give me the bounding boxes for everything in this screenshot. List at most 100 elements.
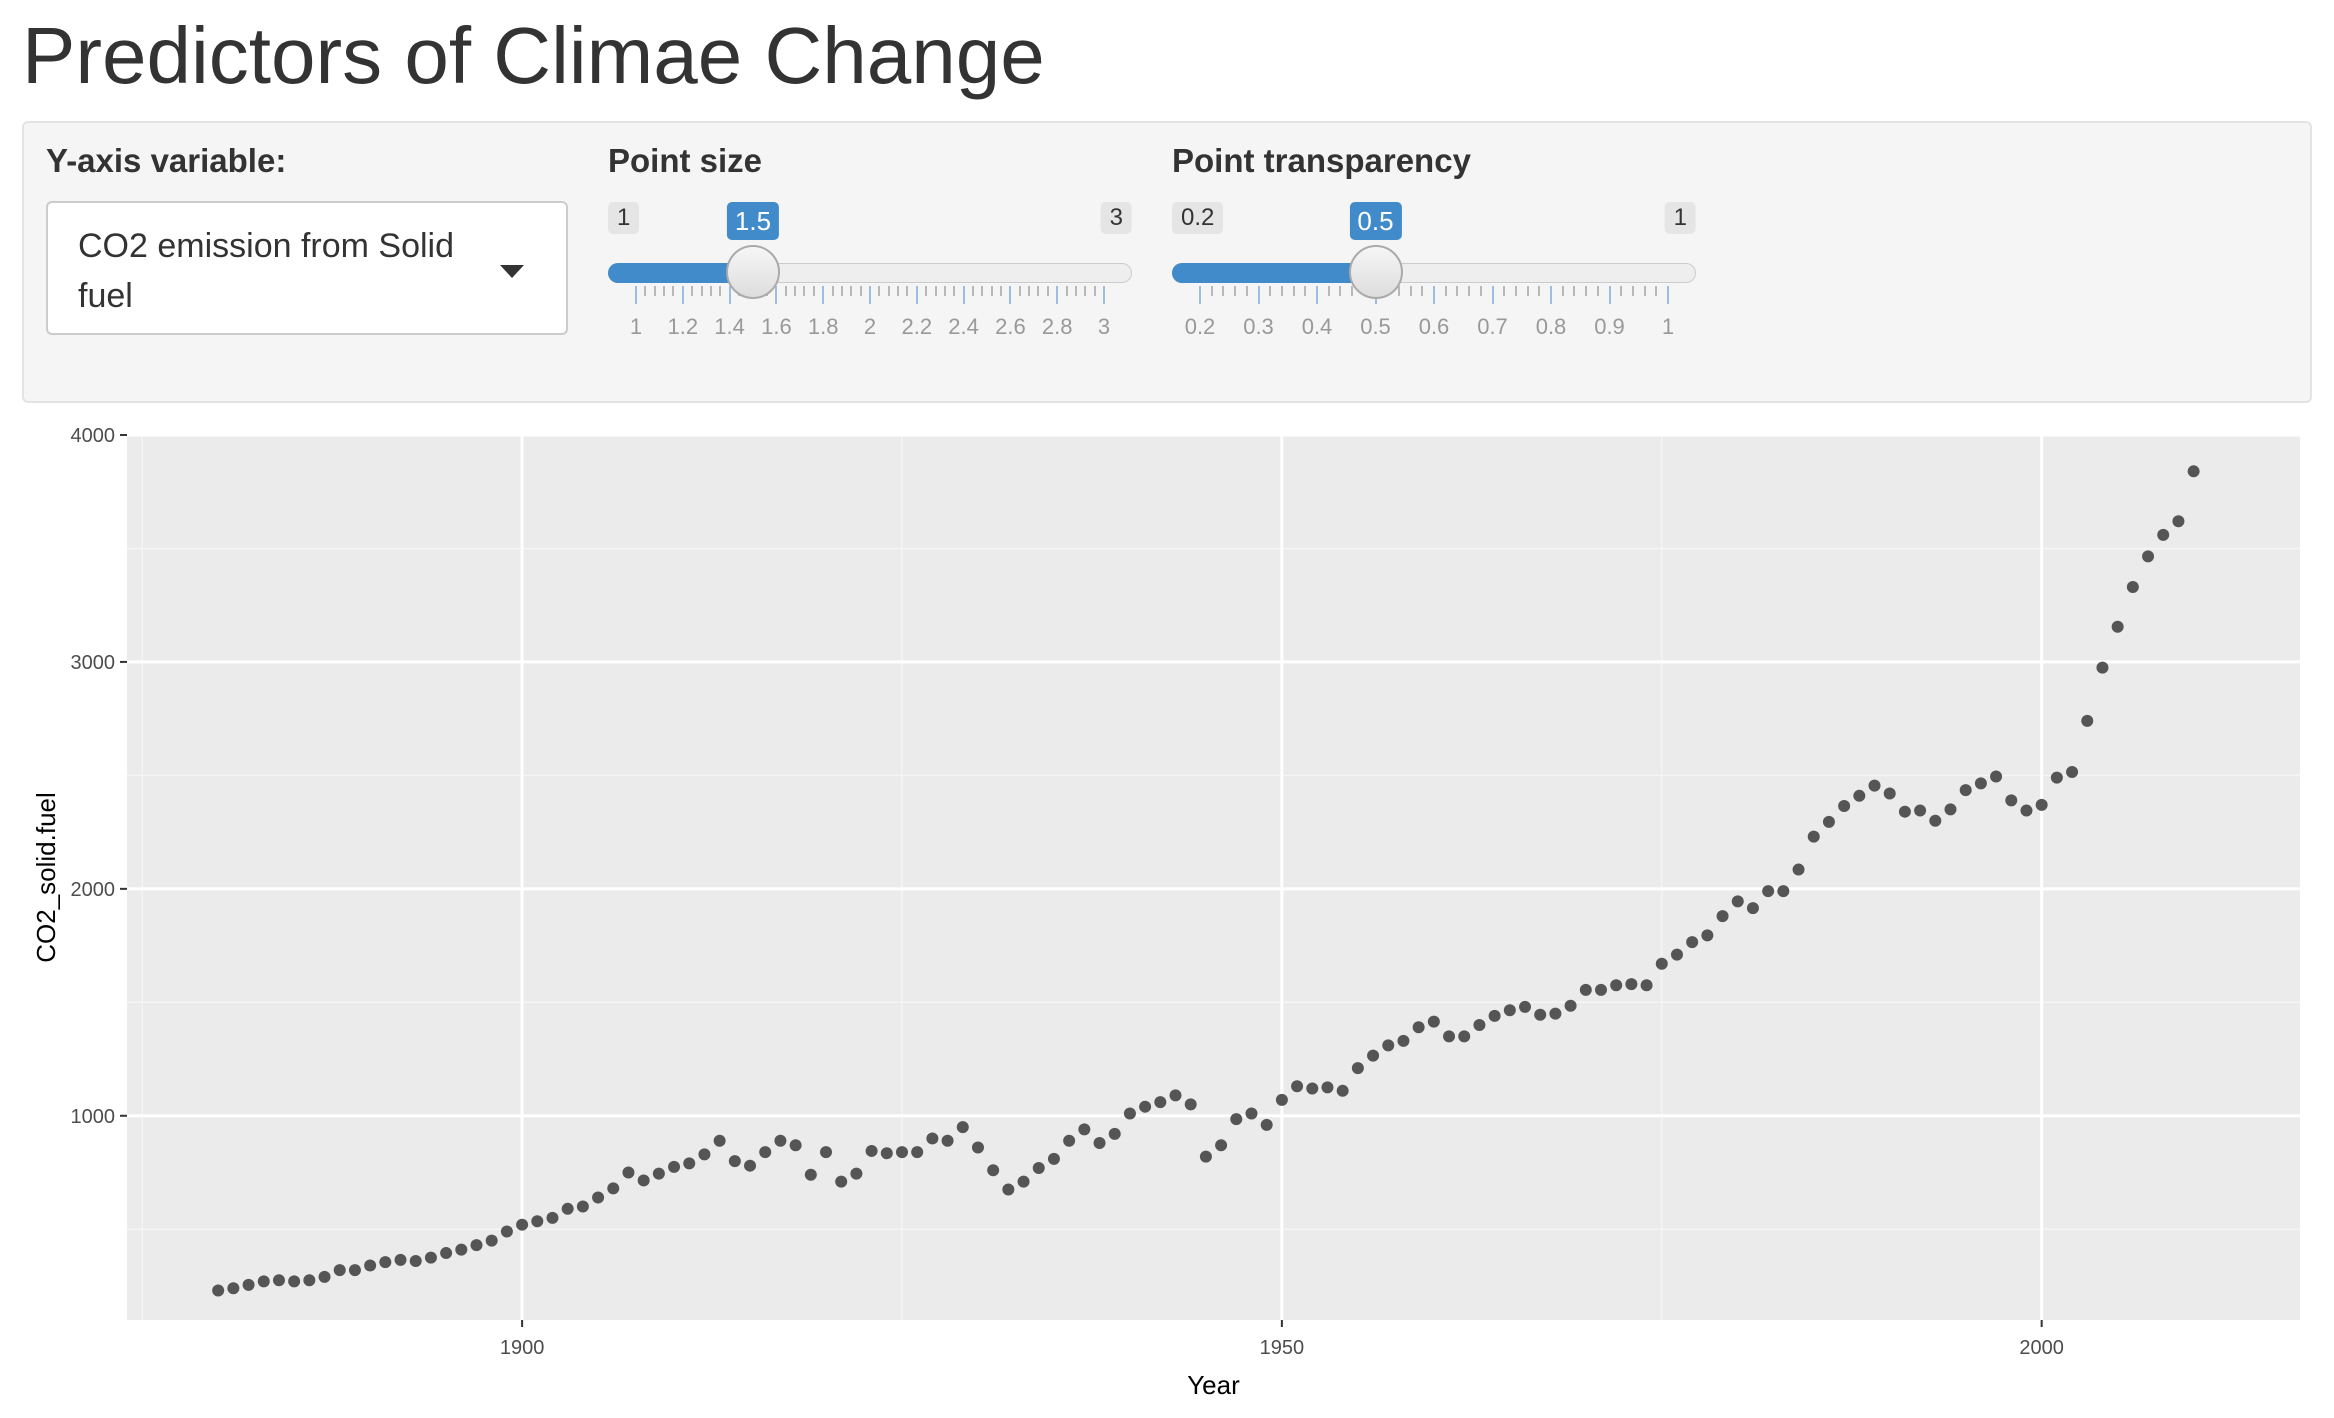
point-transparency-minor-tick	[1304, 286, 1307, 296]
point-size-minor-tick	[1084, 286, 1087, 296]
data-point	[227, 1282, 240, 1295]
point-size-minor-tick	[831, 286, 834, 296]
data-point	[1017, 1175, 1030, 1188]
point-size-value: 1.5	[726, 202, 780, 240]
point-transparency-minor-tick	[1222, 286, 1225, 296]
point-size-minor-tick	[934, 286, 937, 296]
data-point	[1002, 1183, 1015, 1196]
data-point	[971, 1141, 984, 1154]
data-point	[1655, 957, 1668, 970]
data-point	[880, 1147, 893, 1160]
data-point	[257, 1275, 270, 1288]
data-point	[348, 1264, 361, 1277]
data-point	[698, 1148, 711, 1161]
point-size-minor-tick	[1018, 286, 1021, 296]
data-point	[1716, 910, 1729, 923]
data-point	[820, 1146, 833, 1159]
data-point	[1473, 1019, 1486, 1031]
data-point	[440, 1247, 453, 1260]
data-point	[668, 1160, 681, 1173]
point-transparency-minor-tick	[1479, 286, 1482, 296]
point-size-minor-tick	[1046, 286, 1049, 296]
point-size-minor-tick	[1074, 286, 1077, 296]
point-size-minor-tick	[653, 286, 656, 296]
data-point	[303, 1274, 316, 1287]
point-size-minor-tick	[990, 286, 993, 296]
data-point	[2157, 528, 2170, 541]
data-point	[561, 1202, 574, 1215]
point-transparency-minor-tick	[1292, 286, 1295, 296]
point-size-minor-tick	[906, 286, 909, 296]
data-point	[1898, 805, 1911, 818]
point-size-grid-label: 2	[863, 314, 877, 339]
point-size-minor-tick	[691, 286, 694, 296]
point-transparency-slider[interactable]: 0.2 1 0.2 0.3 0.4 0.5 0.6 0.7 0.8 0.9 1 0.5	[1172, 198, 1696, 358]
data-point	[759, 1146, 772, 1159]
point-size-minor-tick	[1000, 286, 1003, 296]
point-transparency-grid-label: 0.5	[1360, 314, 1391, 339]
point-transparency-major-tick	[1491, 286, 1494, 304]
data-point	[1883, 787, 1896, 800]
point-transparency-handle[interactable]	[1348, 245, 1403, 299]
point-transparency-minor-tick	[1596, 286, 1599, 296]
point-transparency-minor-tick	[1655, 286, 1658, 296]
data-point	[455, 1243, 468, 1256]
grid-minor-lines	[127, 435, 2300, 1320]
data-point	[1093, 1137, 1106, 1149]
data-point	[516, 1218, 529, 1231]
point-transparency-grid-label: 0.9	[1594, 314, 1625, 339]
point-size-minor-tick	[1093, 286, 1096, 296]
data-point	[850, 1167, 863, 1180]
point-size-minor-tick	[803, 286, 806, 296]
point-transparency-minor-tick	[1397, 286, 1400, 296]
point-transparency-minor-tick	[1643, 286, 1646, 296]
point-size-minor-tick	[981, 286, 984, 296]
point-transparency-minor-tick	[1444, 286, 1447, 296]
data-point	[713, 1134, 726, 1147]
data-point	[1351, 1062, 1364, 1075]
point-size-minor-tick	[878, 286, 881, 296]
data-point	[2081, 714, 2094, 727]
point-size-slider[interactable]: 1 3 1 1.2 1.4 1.6 1.8 2 2.2 2.4 2.6 2.8 3 1.5	[608, 198, 1132, 358]
data-point	[1169, 1089, 1182, 1102]
data-point	[956, 1121, 969, 1134]
point-size-handle[interactable]	[726, 245, 780, 299]
data-point	[1762, 885, 1775, 898]
point-size-grid-label: 1.6	[761, 314, 792, 339]
point-size-min: 1	[608, 202, 640, 234]
data-point	[546, 1211, 559, 1224]
data-point	[1868, 779, 1881, 792]
data-point	[1032, 1161, 1045, 1174]
data-point	[1382, 1039, 1395, 1052]
data-point	[1245, 1107, 1258, 1120]
point-transparency-minor-tick	[1468, 286, 1471, 296]
data-point	[1746, 902, 1759, 915]
data-point	[1291, 1080, 1304, 1093]
point-size-minor-tick	[1028, 286, 1031, 296]
point-size-grid-label: 2.2	[901, 314, 933, 339]
x-axis-title: Year	[1187, 1370, 1240, 1400]
point-size-major-tick	[962, 286, 965, 304]
point-size-minor-tick	[859, 286, 862, 296]
point-size-grid-label: 1.4	[714, 314, 745, 339]
point-size-major-tick	[1009, 286, 1012, 304]
data-point	[1534, 1008, 1547, 1021]
data-point	[1959, 784, 1972, 797]
data-point	[1412, 1021, 1425, 1034]
data-point	[379, 1256, 392, 1269]
point-size-minor-tick	[1065, 286, 1068, 296]
point-transparency-major-tick	[1667, 286, 1669, 304]
data-point	[1807, 830, 1820, 843]
data-point	[835, 1175, 848, 1188]
data-point	[424, 1251, 437, 1264]
point-transparency-minor-tick	[1526, 286, 1529, 296]
data-point	[242, 1278, 255, 1291]
point-size-major-tick	[822, 286, 825, 304]
data-point	[1230, 1113, 1243, 1126]
data-point	[2172, 515, 2185, 528]
data-point	[1108, 1127, 1121, 1140]
data-point	[1321, 1081, 1334, 1094]
data-point	[2035, 798, 2048, 811]
point-transparency-minor-tick	[1561, 286, 1564, 296]
y-axis-select[interactable]: CO2 emission from Solid fuel	[46, 201, 568, 335]
